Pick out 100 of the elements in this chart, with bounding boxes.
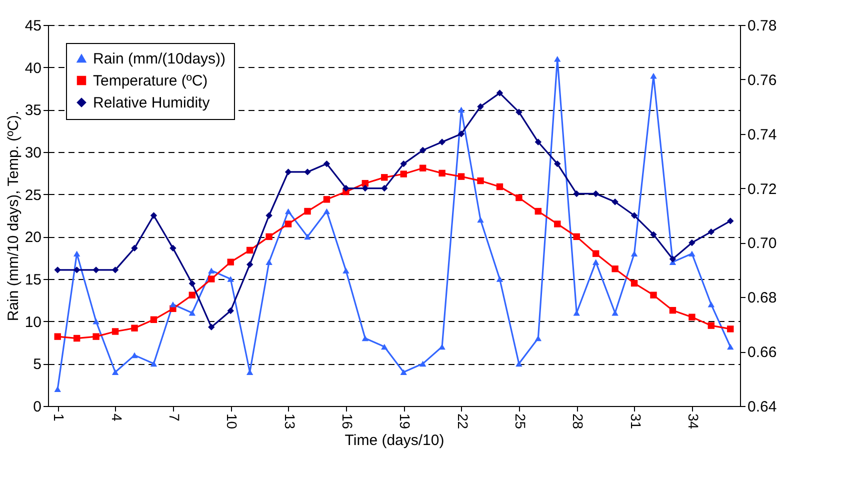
point [400,170,407,178]
point [54,266,61,274]
point [150,360,158,367]
point [54,333,61,340]
point [150,316,158,323]
y-tick-label: 15 [24,272,42,288]
x-tick-label: 16 [339,414,356,430]
point [304,168,311,176]
y-axis-title: Rain (mm/10 days), Temp. (ºC). [4,110,22,322]
point [669,306,676,314]
point [573,190,580,198]
point [73,266,80,274]
point [516,360,522,367]
point [227,307,234,314]
point [708,228,715,236]
point [496,183,504,190]
point [592,259,600,265]
point [688,314,696,320]
y2-tick-label: 0.78 [748,18,777,34]
point [381,344,388,350]
point [554,160,561,168]
point [688,239,696,246]
point [516,108,522,116]
point [246,261,254,268]
y-tick-label: 0 [33,398,42,416]
point [438,170,446,177]
point [188,280,196,287]
point [650,292,657,298]
point [534,138,542,146]
point [496,276,504,282]
point [323,196,330,203]
point [727,218,734,224]
point [669,256,676,262]
y-tick-label: 35 [24,102,42,120]
y2-tick-label: 0.66 [748,344,777,362]
legend-label: Rain (mm/(10days)) [93,50,226,68]
point [458,173,465,180]
point [592,190,600,198]
point [227,276,234,282]
y2-tick-label: 0.76 [748,72,777,89]
point [727,344,734,350]
point [342,268,350,274]
point [458,106,465,113]
point [650,231,657,238]
point [477,103,484,110]
y2-tick-label: 0.74 [748,126,777,144]
point [73,334,80,342]
point [650,72,657,79]
point [92,318,100,324]
x-tick-label: 7 [166,414,182,422]
x-tick-label: 22 [454,414,471,430]
point [362,335,369,342]
point [381,174,388,181]
x-tick-label: 13 [282,414,298,430]
y2-tick-label: 0.70 [748,235,777,252]
point [92,266,100,274]
point [112,266,119,274]
point [400,369,407,376]
point [246,246,254,254]
point [630,250,638,257]
point [188,310,196,316]
point [170,301,176,308]
point [630,212,638,219]
legend-label: Temperature (ºC) [93,72,208,90]
x-tick-label: 1 [51,414,68,422]
x-tick-label: 31 [628,414,644,430]
point [400,160,407,168]
x-tick-label: 25 [512,414,528,430]
y2-tick-label: 0.64 [748,398,777,416]
x-tick-label: 19 [397,414,414,430]
point [112,369,119,376]
point [150,212,158,219]
point [612,198,618,206]
point [458,130,465,138]
point [438,138,446,146]
point [342,184,350,192]
legend-label: Relative Humidity [93,94,210,112]
y-tick-label: 45 [24,18,42,34]
point [534,208,542,215]
y-tick-label: 25 [24,186,42,204]
point [516,194,522,202]
point [727,326,734,332]
point [592,250,600,257]
point [131,352,138,358]
point [266,233,272,240]
point [284,208,292,214]
y-tick-label: 10 [24,314,42,331]
point [323,208,330,214]
point [554,220,561,228]
point [54,386,61,392]
point [208,268,215,274]
point [266,259,272,265]
point [73,250,80,257]
point [496,90,504,96]
x-tick-label: 4 [108,414,125,422]
point [208,324,215,330]
y-tick-label: 20 [24,229,42,246]
point [708,301,715,308]
point [188,292,196,298]
point [131,244,138,252]
